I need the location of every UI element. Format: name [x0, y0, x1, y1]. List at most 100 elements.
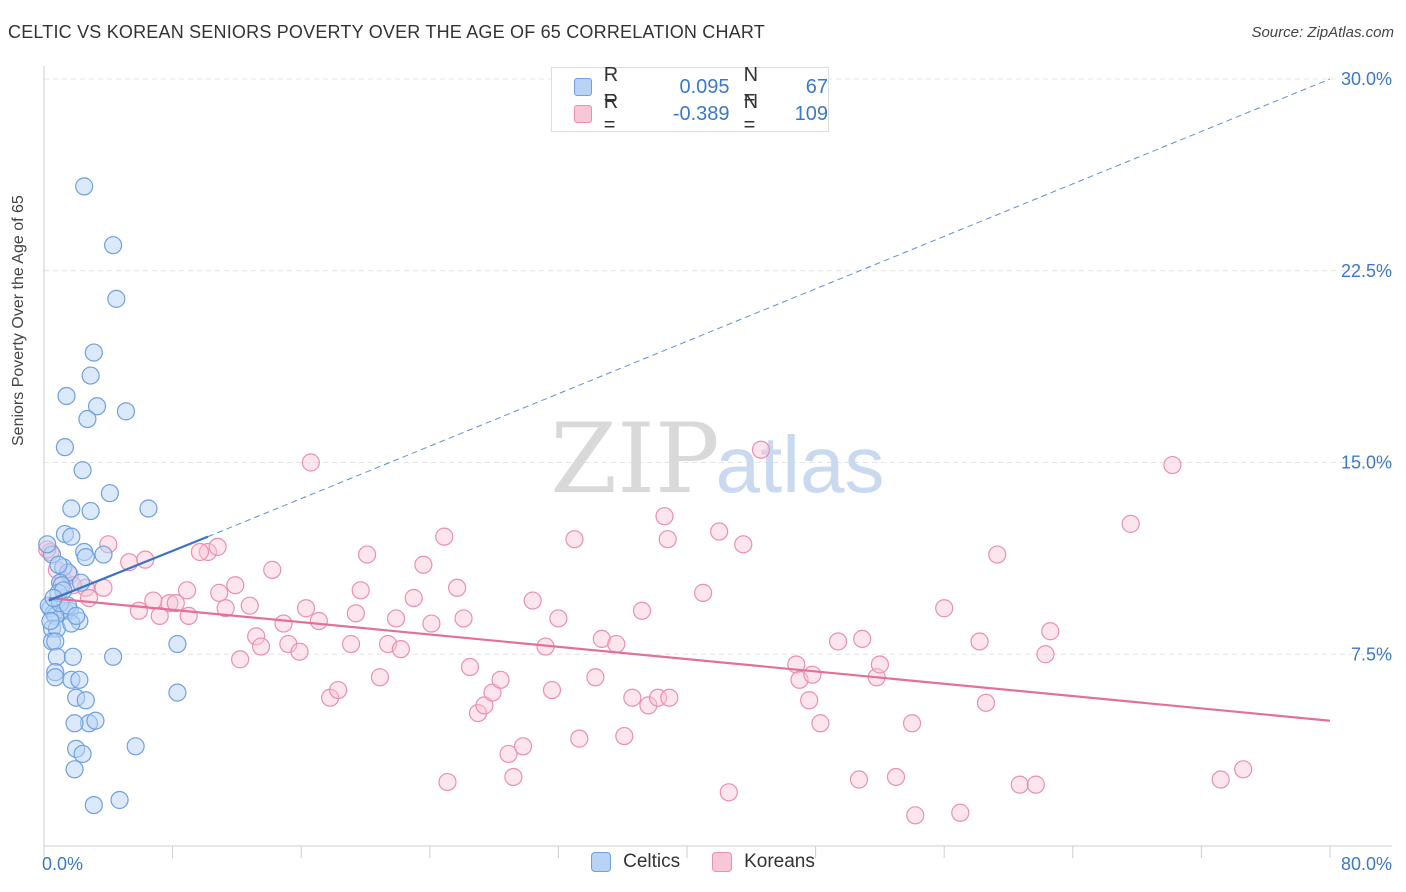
y-tick-label: 7.5%: [1351, 644, 1392, 664]
korean-point: [1121, 514, 1140, 533]
korean-point: [751, 440, 771, 459]
celtic-point: [81, 366, 100, 385]
source-label: Source: ZipAtlas.com: [1251, 24, 1394, 41]
korean-point: [210, 583, 229, 602]
korean-point: [386, 609, 406, 628]
celtic-point: [46, 632, 65, 651]
celtic-point: [62, 527, 81, 546]
y-tick-label: 22.5%: [1341, 261, 1392, 281]
korean-point: [615, 726, 634, 746]
celtic-point: [76, 691, 95, 710]
celtic-point: [73, 744, 92, 764]
korean-point: [693, 583, 713, 602]
korean-point: [475, 696, 494, 715]
korean-point: [251, 637, 271, 656]
korean-point: [491, 670, 510, 689]
celtic-point: [67, 606, 86, 626]
korean-point: [301, 453, 320, 472]
celtic-point: [168, 683, 187, 702]
korean-point: [1163, 455, 1182, 475]
korean-point: [853, 629, 872, 649]
korean-point: [351, 581, 370, 600]
korean-point: [542, 680, 562, 700]
korean-point: [504, 767, 523, 787]
celtic-point: [70, 670, 89, 689]
korean-point: [719, 783, 738, 802]
n-value-koreans: 109: [794, 102, 829, 125]
watermark-atlas: atlas: [716, 420, 885, 509]
celtic-trend-line: [48, 535, 209, 602]
celtic-point: [104, 647, 123, 666]
celtic-point: [57, 386, 76, 406]
x-tick-label: 0.0%: [42, 854, 83, 874]
celtic-point: [76, 547, 95, 567]
celtic-point: [55, 438, 74, 457]
celtic-point: [126, 737, 145, 756]
korean-point: [607, 634, 626, 654]
celtic-point: [81, 501, 100, 521]
korean-point: [448, 578, 467, 597]
korean-point: [870, 655, 890, 674]
korean-point: [346, 604, 365, 623]
celtic-point: [78, 409, 97, 429]
korean-point: [404, 588, 423, 608]
korean-point: [1026, 775, 1045, 794]
korean-point: [658, 530, 677, 549]
celtic-point: [75, 177, 94, 196]
korean-point: [523, 591, 542, 610]
korean-point: [296, 599, 316, 618]
korean-point: [811, 714, 830, 733]
celtic-point: [139, 499, 158, 518]
korean-point: [902, 714, 922, 733]
celtic-point: [41, 611, 60, 631]
chart-title: CELTIC VS KOREAN SENIORS POVERTY OVER TH…: [8, 22, 765, 42]
korean-point: [632, 601, 652, 620]
celtic-point: [110, 790, 129, 810]
r-value-koreans: -0.389: [672, 102, 730, 125]
korean-point: [414, 555, 433, 574]
korean-point: [247, 627, 266, 646]
celtic-point: [46, 668, 65, 687]
korean-point: [290, 642, 309, 661]
korean-point: [358, 545, 377, 564]
korean-point: [565, 530, 584, 549]
korean-point: [240, 596, 259, 615]
korean-point: [1010, 775, 1029, 794]
korean-point: [435, 527, 454, 546]
korean-point: [586, 668, 605, 687]
korean-point: [483, 683, 502, 702]
korean-point: [976, 693, 996, 712]
korean-point: [129, 601, 148, 620]
legend-label-celtics: Celtics: [623, 851, 681, 872]
r-label: R =: [603, 64, 619, 109]
celtic-point: [168, 634, 187, 654]
celtics-swatch: [574, 78, 592, 96]
celtic-trend-extension: [207, 78, 1331, 538]
korean-point: [639, 696, 658, 715]
korean-point: [166, 594, 185, 613]
celtics-legend-swatch: [591, 852, 612, 872]
korean-point: [391, 640, 410, 659]
korean-point: [1211, 770, 1230, 789]
korean-point: [341, 634, 361, 654]
celtic-point: [107, 289, 126, 308]
celtic-point: [84, 795, 103, 815]
x-tick-label: 80.0%: [1341, 854, 1392, 874]
korean-point: [660, 688, 679, 707]
correlation-legend: R = 0.095 N = 67 R = -0.389 N = 109: [551, 64, 829, 136]
korean-point: [988, 545, 1007, 564]
korean-point: [800, 691, 819, 710]
korean-point: [226, 576, 245, 595]
celtic-point: [84, 343, 103, 362]
celtic-point: [65, 714, 84, 733]
celtic-point: [86, 711, 105, 730]
celtic-point: [100, 484, 120, 503]
korean-point: [79, 588, 99, 608]
korean-point: [454, 609, 473, 628]
korean-point: [177, 581, 197, 600]
korean-point: [274, 614, 293, 633]
korean-point: [951, 803, 970, 822]
celtic-point: [65, 760, 84, 779]
celtic-point: [38, 535, 57, 554]
